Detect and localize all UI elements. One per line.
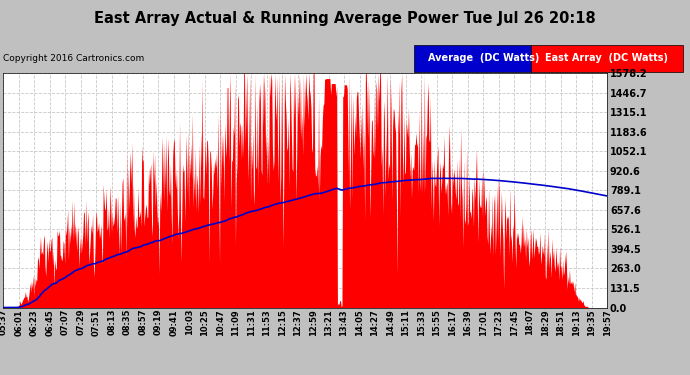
Bar [414, 45, 531, 72]
Text: East Array  (DC Watts): East Array (DC Watts) [545, 53, 668, 63]
Bar [531, 45, 683, 72]
Text: East Array Actual & Running Average Power Tue Jul 26 20:18: East Array Actual & Running Average Powe… [94, 10, 596, 26]
Text: Copyright 2016 Cartronics.com: Copyright 2016 Cartronics.com [3, 54, 145, 63]
Text: Average  (DC Watts): Average (DC Watts) [428, 53, 539, 63]
